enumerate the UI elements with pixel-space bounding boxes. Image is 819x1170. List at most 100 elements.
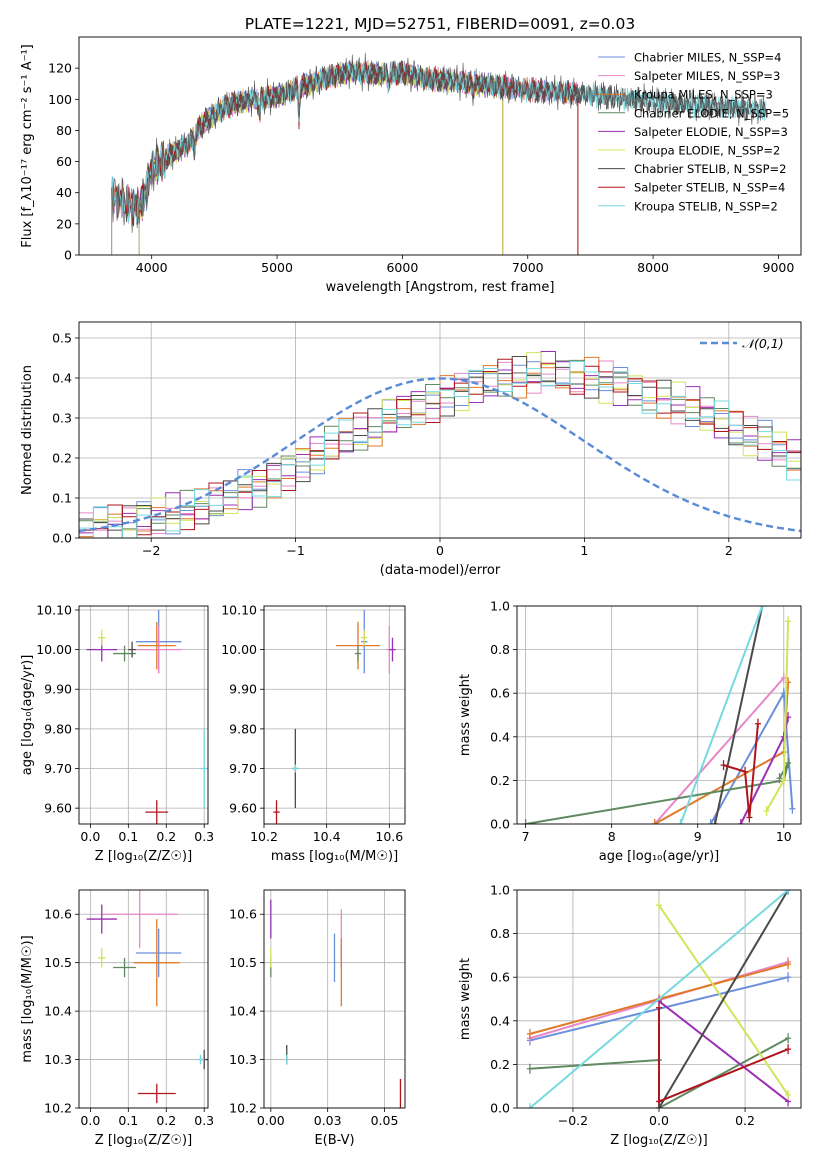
y-tick-label: 60 bbox=[56, 154, 72, 169]
x-tick-label: 0.2 bbox=[156, 829, 176, 844]
panel-age-vs-mass: 10.2 10.4 10.6 9.60 9.70 9.80 9.90 10.00 10.10 ma… bbox=[221, 602, 406, 864]
x-tick-label: 10.4 bbox=[313, 829, 341, 844]
x-tick-label: 0.3 bbox=[194, 829, 214, 844]
panel-spectrum: 4000 5000 6000 7000 8000 9000 0 20 40 60 80 100 120 w… bbox=[20, 36, 802, 295]
y-axis-label: Normed distribution bbox=[20, 365, 35, 495]
legend-label: Kroupa STELIB, N_SSP=2 bbox=[634, 199, 778, 213]
figure-title: PLATE=1221, MJD=52751, FIBERID=0091, z=0… bbox=[245, 15, 635, 33]
plot-area bbox=[86, 609, 208, 824]
x-axis-label: Z [log₁₀(Z/Z☉)] bbox=[95, 1133, 192, 1148]
mass-weight-line bbox=[679, 606, 764, 824]
legend-label: Kroupa ELODIE, N_SSP=2 bbox=[634, 144, 780, 158]
axes-frame bbox=[78, 36, 802, 256]
mass-weight-line bbox=[658, 1000, 789, 1103]
y-tick-label: 10.2 bbox=[44, 1101, 72, 1116]
y-tick-label: 10.00 bbox=[36, 642, 72, 657]
residual-histogram-step bbox=[79, 355, 801, 538]
x-tick-label: 7 bbox=[522, 829, 530, 844]
y-axis-label: mass [log₁₀(M/M☉)] bbox=[20, 935, 35, 1062]
y-tick-label: 40 bbox=[56, 185, 72, 200]
panel-mass-vs-ebv: 0.00 0.03 0.05 10.2 10.3 10.4 10.5 10.6 E(B-V) bbox=[229, 889, 406, 1148]
axes-frame bbox=[263, 605, 406, 825]
y-tick-label: 9.70 bbox=[44, 761, 72, 776]
plot-area bbox=[86, 890, 208, 1104]
y-tick-label: 10.4 bbox=[44, 1004, 72, 1019]
plot-area bbox=[522, 606, 796, 824]
x-tick-label: 0.3 bbox=[194, 1113, 214, 1128]
x-tick-label: 0.05 bbox=[371, 1113, 399, 1128]
plot-area bbox=[273, 609, 396, 824]
panel-mass-weight-vs-Z: −0.2 0.0 0.2 0.0 0.2 0.4 0.6 0.8 1.0 Z [log₁₀(Z/Z… bbox=[458, 883, 802, 1148]
y-tick-label: 10.3 bbox=[229, 1052, 257, 1067]
x-tick-label: 0.0 bbox=[649, 1113, 669, 1128]
y-tick-label: 9.60 bbox=[44, 801, 72, 816]
x-axis-label: wavelength [Angstrom, rest frame] bbox=[326, 280, 555, 295]
y-tick-label: 10.10 bbox=[221, 602, 257, 617]
y-tick-label: 9.60 bbox=[229, 801, 257, 816]
x-tick-label: 0.03 bbox=[314, 1113, 342, 1128]
y-tick-label: 10.00 bbox=[221, 642, 257, 657]
y-axis-label: mass weight bbox=[458, 958, 473, 1040]
axes-frame bbox=[263, 889, 406, 1109]
y-tick-label: 10.10 bbox=[36, 602, 72, 617]
x-axis-label: age [log₁₀(age/yr)] bbox=[599, 849, 720, 864]
x-tick-label: 0.0 bbox=[80, 1113, 100, 1128]
plot-area bbox=[79, 351, 801, 538]
x-tick-label: 5000 bbox=[261, 260, 293, 275]
legend-label: Chabrier ELODIE, N_SSP=5 bbox=[634, 106, 789, 120]
residual-histogram-step bbox=[79, 360, 801, 538]
x-tick-label: 1 bbox=[580, 543, 588, 558]
x-axis-label: Z [log₁₀(Z/Z☉)] bbox=[95, 849, 192, 864]
legend-label: Chabrier STELIB, N_SSP=2 bbox=[634, 162, 786, 176]
x-axis-label: mass [log₁₀(M/M☉)] bbox=[271, 849, 398, 864]
model-spectrum-line bbox=[138, 61, 504, 255]
grid-lines bbox=[517, 605, 801, 825]
plot-area bbox=[270, 899, 402, 1108]
grid-lines bbox=[263, 606, 405, 824]
legend-label: Salpeter STELIB, N_SSP=4 bbox=[634, 181, 785, 195]
y-tick-label: 10.5 bbox=[44, 955, 72, 970]
y-tick-label: 10.6 bbox=[44, 907, 72, 922]
legend-label: 𝒩(0,1) bbox=[742, 336, 784, 351]
y-tick-label: 0.4 bbox=[490, 1013, 510, 1028]
y-tick-label: 9.90 bbox=[44, 682, 72, 697]
y-axis-label: age [log₁₀(age/yr)] bbox=[20, 655, 35, 776]
y-tick-label: 1.0 bbox=[490, 883, 510, 898]
x-tick-label: −0.2 bbox=[558, 1113, 588, 1128]
axes-frame bbox=[516, 605, 802, 825]
x-tick-label: 9000 bbox=[763, 260, 795, 275]
residual-histogram-step bbox=[79, 356, 801, 538]
y-tick-label: 10.6 bbox=[229, 907, 257, 922]
mass-weight-line bbox=[529, 890, 789, 1108]
y-tick-label: 0.0 bbox=[490, 817, 510, 832]
axes-frame bbox=[78, 321, 802, 539]
y-tick-label: 10.2 bbox=[229, 1101, 257, 1116]
y-tick-label: 10.5 bbox=[229, 955, 257, 970]
y-tick-label: 9.70 bbox=[229, 761, 257, 776]
x-tick-label: 9 bbox=[694, 829, 702, 844]
x-tick-label: 10.2 bbox=[250, 829, 278, 844]
panel-residuals: −2 −1 0 1 2 0.0 0.1 0.2 0.3 0.4 0.5 (data-model)/er… bbox=[20, 321, 802, 578]
plot-area bbox=[526, 890, 792, 1108]
x-tick-label: 10 bbox=[776, 829, 792, 844]
residual-histogram-step bbox=[79, 358, 801, 538]
mass-weight-line bbox=[658, 890, 789, 1108]
y-tick-label: 9.80 bbox=[44, 721, 72, 736]
mass-weight-line bbox=[723, 723, 759, 818]
grid-lines bbox=[79, 606, 208, 824]
y-axis-label: Flux [f_λ10⁻¹⁷ erg cm⁻² s⁻¹ A⁻¹] bbox=[20, 44, 35, 248]
plot-area bbox=[111, 52, 767, 255]
y-tick-label: 0.8 bbox=[490, 926, 510, 941]
x-axis-label: (data-model)/error bbox=[380, 563, 501, 578]
panel-mass-vs-Z: 0.0 0.1 0.2 0.3 10.2 10.3 10.4 10.5 10.6 Z [log₁₀… bbox=[20, 889, 214, 1148]
x-tick-label: 8 bbox=[608, 829, 616, 844]
residual-histogram-step bbox=[79, 352, 801, 538]
y-tick-label: 0.0 bbox=[490, 1101, 510, 1116]
y-tick-label: 0.4 bbox=[490, 729, 510, 744]
normal-reference-curve bbox=[79, 377, 801, 533]
x-tick-label: −2 bbox=[142, 543, 160, 558]
y-tick-label: 100 bbox=[48, 92, 72, 107]
x-tick-label: 0.00 bbox=[257, 1113, 285, 1128]
legend-label: Salpeter ELODIE, N_SSP=3 bbox=[634, 125, 788, 139]
